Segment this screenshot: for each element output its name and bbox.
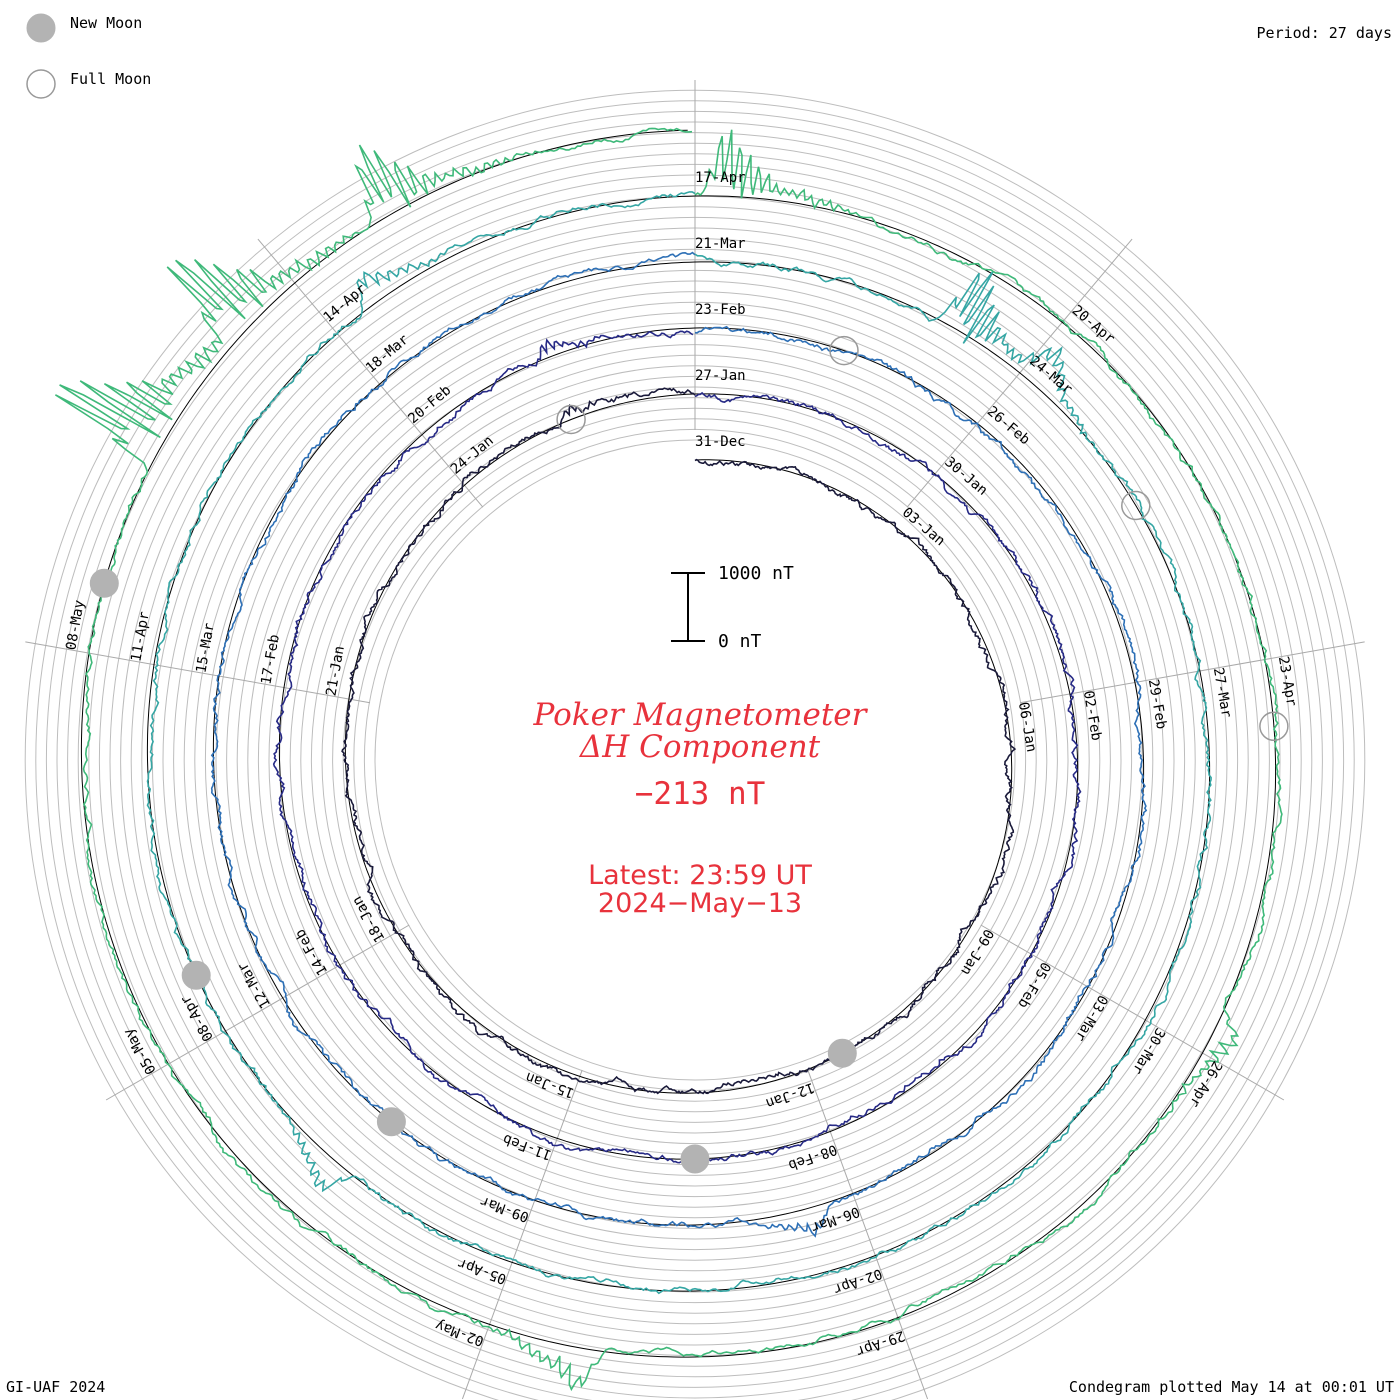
date-label: 17-Apr [695, 170, 746, 186]
date-label: 06-Mar [809, 1203, 862, 1235]
credit-label: GI-UAF 2024 [6, 1378, 106, 1396]
date-label: 17-Feb [258, 633, 283, 686]
scale-top-label: 1000 nT [718, 563, 794, 584]
date-label: 30-Mar [1129, 1025, 1168, 1077]
latest-value: −213 nT [634, 776, 766, 812]
date-label: 15-Jan [523, 1068, 576, 1100]
trace-turn [54, 127, 1283, 1392]
scale-bottom-label: 0 nT [718, 631, 762, 652]
date-label: 31-Dec [695, 434, 746, 450]
chart-subtitle: ΔH Component [579, 729, 821, 765]
new-moon-marker [181, 960, 211, 990]
new-moon-marker [89, 568, 119, 598]
grid-spoke [105, 924, 410, 1101]
trace-turn [341, 387, 1017, 1095]
grid-spoke [1019, 641, 1365, 704]
plotted-timestamp: Condegram plotted May 14 at 00:01 UT [1068, 1378, 1394, 1396]
full-moon-marker [1259, 711, 1289, 742]
grid-spoke [25, 641, 371, 704]
legend-new-moon-label: New Moon [70, 14, 143, 32]
date-label: 12-Jan [764, 1079, 817, 1111]
grid-layer [24, 80, 1366, 1400]
scale-bar [671, 572, 705, 642]
date-label: 03-Mar [1072, 992, 1111, 1044]
date-label: 11-Feb [501, 1130, 554, 1162]
trace-turn [146, 191, 1212, 1295]
grid-spoke [461, 1069, 583, 1400]
full-moon-legend-icon [26, 69, 56, 99]
new-moon-marker [827, 1038, 857, 1068]
chart-title: Poker Magnetometer [533, 697, 867, 733]
date-label: 03-Jan [899, 505, 948, 550]
date-label: 23-Feb [695, 302, 746, 318]
latest-time: Latest: 23:59 UT [588, 860, 812, 891]
full-moon-marker [1121, 490, 1151, 521]
grid-circle [374, 439, 1016, 1081]
date-label: 24-Jan [448, 433, 497, 478]
period-label: Period: 27 days [1256, 24, 1392, 42]
date-label: 20-Feb [405, 382, 454, 427]
latest-date: 2024−May−13 [597, 888, 803, 919]
grid-spoke [257, 238, 484, 508]
date-label: 24-Mar [1026, 353, 1075, 398]
full-moon-marker [829, 335, 859, 366]
new-moon-legend-icon [26, 13, 56, 43]
date-label: 26-Apr [1186, 1058, 1225, 1110]
full-moon-marker [556, 404, 586, 435]
date-label: 11-Apr [128, 610, 153, 663]
new-moon-marker [376, 1107, 406, 1137]
date-label: 27-Jan [695, 368, 746, 384]
new-moon-marker [680, 1144, 710, 1174]
trace-turn [210, 251, 1148, 1238]
date-label: 05-Feb [1014, 959, 1053, 1011]
trace-layer [54, 127, 1283, 1392]
date-label: 08-May [63, 599, 88, 652]
legend-full-moon-label: Full Moon [70, 70, 152, 88]
baseline-spiral [80, 129, 1277, 1358]
date-label: 14-Apr [320, 281, 369, 326]
moon-layer [89, 335, 1289, 1174]
date-label: 08-Apr [178, 992, 217, 1044]
date-label: 12-Mar [235, 959, 274, 1011]
date-label: 09-Mar [478, 1193, 531, 1225]
grid-spoke [807, 1069, 929, 1400]
legend-layer [26, 13, 56, 99]
date-label: 21-Mar [695, 236, 746, 252]
